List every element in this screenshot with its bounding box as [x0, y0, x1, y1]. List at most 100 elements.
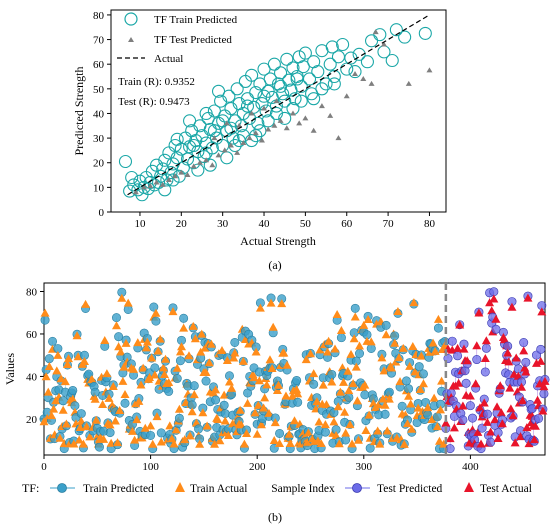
train-point	[156, 162, 170, 176]
test-actual-point	[453, 343, 463, 352]
train-pred-point	[381, 320, 391, 330]
train-actual-point	[318, 380, 328, 389]
train-point	[209, 131, 224, 145]
test-actual-point	[506, 404, 516, 413]
test-point	[172, 173, 179, 179]
train-point	[131, 183, 145, 197]
train-actual-point	[230, 348, 240, 357]
train-pred-point	[58, 396, 68, 406]
train-point	[269, 106, 283, 121]
train-actual-point	[215, 436, 225, 445]
train-point	[211, 116, 226, 130]
train-actual-point	[164, 377, 174, 386]
y-tick-label: 20	[93, 158, 105, 170]
train-actual-point	[334, 439, 344, 448]
train-actual-point	[44, 362, 54, 371]
train-pred-point	[344, 392, 354, 402]
test-actual-point	[473, 427, 483, 436]
train-actual-point	[73, 352, 83, 361]
panel-a-frame	[110, 9, 447, 213]
panel-a-actual-line	[127, 14, 430, 196]
test-pred-point	[519, 338, 529, 348]
panel-a-test-series	[132, 29, 433, 195]
panel-b-ylabel: Values	[3, 353, 17, 385]
train-actual-point	[382, 426, 392, 435]
train-point	[327, 69, 341, 84]
test-actual-point	[504, 357, 514, 366]
test-actual-point	[521, 367, 531, 376]
legend-test-pred-marker	[352, 483, 362, 493]
test-point	[165, 176, 172, 182]
train-actual-point	[355, 341, 365, 350]
train-actual-point	[222, 356, 232, 365]
train-actual-point	[410, 367, 420, 376]
train-point	[389, 23, 403, 37]
train-actual-point	[152, 412, 162, 421]
train-actual-point	[210, 439, 220, 448]
train-pred-point	[366, 343, 376, 353]
train-point	[398, 30, 412, 44]
train-point	[168, 138, 182, 153]
train-pred-point	[76, 409, 86, 419]
train-actual-point	[253, 400, 263, 409]
train-actual-point	[75, 422, 85, 431]
train-actual-point	[132, 415, 142, 424]
train-actual-point	[378, 394, 388, 403]
legend-actual-label: Actual	[154, 53, 183, 65]
train-actual-point	[78, 439, 88, 448]
train-pred-point	[40, 315, 50, 325]
train-actual-point	[61, 419, 71, 428]
panel-b-legend: TF: Train Predicted Train Actual Sample …	[22, 481, 532, 495]
train-actual-point	[43, 387, 53, 396]
x-tick-label: 200	[249, 461, 266, 473]
train-point	[183, 114, 197, 128]
train-actual-point	[204, 358, 214, 367]
train-point	[257, 89, 271, 103]
y-tick-label: 40	[26, 371, 38, 383]
y-tick-label: 50	[93, 84, 105, 96]
test-actual-point	[441, 418, 451, 427]
train-point	[274, 66, 288, 80]
train-actual-point	[436, 405, 446, 414]
legend-test-actual-marker	[464, 482, 474, 492]
y-tick-label: 40	[93, 108, 105, 120]
y-tick-label: 80	[93, 10, 105, 22]
test-actual-point	[458, 401, 468, 410]
train-point	[259, 104, 273, 118]
train-actual-point	[105, 420, 115, 429]
panel-b-train-series	[39, 287, 450, 454]
train-actual-point	[255, 303, 265, 312]
train-actual-point	[292, 385, 302, 394]
train-point	[286, 61, 300, 75]
train-actual-point	[302, 437, 312, 446]
train-pred-point	[44, 354, 54, 364]
train-actual-point	[148, 439, 158, 448]
train-pred-point	[189, 381, 199, 391]
train-point	[267, 57, 281, 71]
test-pred-point	[539, 389, 549, 399]
train-actual-point	[64, 354, 74, 363]
train-actual-point	[284, 429, 294, 438]
train-point	[278, 111, 292, 125]
train-actual-point	[293, 389, 303, 398]
train-point	[216, 114, 230, 128]
test-actual-point	[505, 383, 515, 392]
test-actual-point	[465, 391, 475, 400]
train-actual-point	[108, 382, 118, 391]
train-actual-point	[52, 366, 62, 375]
legend-test-pred-label: Test Predicted	[377, 483, 443, 495]
test-actual-point	[536, 356, 546, 365]
train-point	[240, 99, 255, 113]
test-point	[221, 147, 228, 153]
train-actual-point	[129, 364, 139, 373]
legend-train-pred-label: Train Predicted	[83, 483, 154, 495]
train-actual-point	[348, 379, 358, 388]
train-actual-point	[282, 360, 292, 369]
train-point	[319, 77, 333, 91]
train-actual-point	[206, 339, 216, 348]
train-point	[228, 138, 242, 153]
train-actual-point	[127, 426, 137, 435]
test-actual-point	[535, 379, 545, 388]
train-actual-point	[377, 353, 387, 362]
train-point	[203, 158, 217, 172]
